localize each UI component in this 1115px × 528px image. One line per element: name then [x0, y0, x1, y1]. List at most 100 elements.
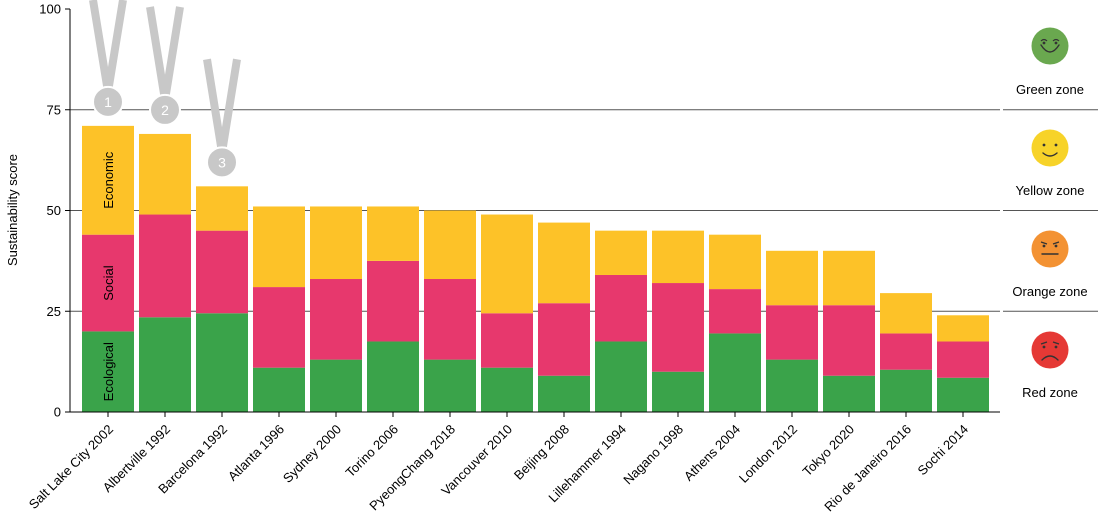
y-tick-label: 25	[47, 304, 61, 319]
zone-sad: Red zone	[1022, 331, 1078, 400]
y-tick-label: 50	[47, 203, 61, 218]
bar-ecological-7	[481, 367, 533, 412]
face-eye	[1054, 345, 1058, 349]
x-tick-label: London 2012	[736, 422, 800, 486]
bar-ecological-8	[538, 375, 590, 412]
face-eye	[1054, 41, 1058, 45]
bar-social-8	[538, 303, 590, 376]
zone-smile: Yellow zone	[1016, 129, 1085, 198]
bars-group: Ecological Social Economic	[82, 125, 989, 412]
bar-ecological-14	[880, 369, 932, 412]
bar-ecological-4	[310, 359, 362, 412]
bar-ecological-3	[253, 367, 305, 412]
x-tick-label: Tokyo 2020	[799, 422, 857, 480]
face-brow	[1040, 241, 1060, 245]
bar-social-12	[766, 305, 818, 360]
zone-label: Red zone	[1022, 385, 1078, 400]
bar-social-1	[139, 214, 191, 318]
bar-social-0	[82, 234, 134, 332]
bar-economic-1	[139, 133, 191, 215]
medal-rank: 1	[104, 94, 112, 110]
y-tick-label: 0	[54, 405, 61, 420]
bar-ecological-5	[367, 341, 419, 412]
y-tick-label: 100	[39, 2, 61, 17]
medal-rank: 2	[161, 102, 169, 118]
y-axis-label: Sustainability score	[5, 154, 20, 266]
bar-economic-10	[652, 230, 704, 284]
face-brow	[1040, 38, 1048, 42]
bar-economic-3	[253, 206, 305, 288]
bar-ecological-2	[196, 313, 248, 412]
x-tick-label: Athens 2004	[681, 422, 743, 484]
bar-social-10	[652, 283, 704, 372]
bar-social-11	[709, 289, 761, 334]
face-eye	[1042, 244, 1046, 248]
bar-economic-9	[595, 230, 647, 275]
smile-face-icon	[1031, 129, 1069, 167]
face-eye	[1042, 41, 1046, 45]
face-eye	[1054, 143, 1058, 147]
zone-neutral: Orange zone	[1012, 230, 1088, 299]
happy-face-icon	[1031, 27, 1069, 65]
zone-legend: Green zone Yellow zone Orange zone Red zone	[1003, 27, 1098, 400]
series-label-social: Social	[101, 265, 116, 301]
bar-social-3	[253, 287, 305, 368]
zone-happy: Green zone	[1016, 27, 1084, 97]
bar-economic-0	[82, 125, 134, 235]
bar-ecological-13	[823, 375, 875, 412]
bar-social-4	[310, 279, 362, 360]
zone-label: Orange zone	[1012, 284, 1087, 299]
medal-ribbon	[203, 58, 241, 157]
bar-economic-12	[766, 250, 818, 306]
bar-ecological-10	[652, 371, 704, 412]
medal-1: 1	[89, 0, 127, 118]
medal-ribbon	[146, 6, 184, 104]
face-brow	[1052, 38, 1060, 42]
face-eye	[1054, 244, 1058, 248]
face-brow	[1040, 341, 1060, 345]
sad-face-icon	[1031, 331, 1069, 369]
bar-social-7	[481, 313, 533, 368]
medal-3: 3	[203, 58, 241, 179]
face-eye	[1042, 345, 1046, 349]
bar-economic-4	[310, 206, 362, 280]
bar-ecological-1	[139, 317, 191, 412]
bar-social-9	[595, 274, 647, 342]
x-tick-label: Atlanta 1996	[225, 422, 287, 484]
bar-social-2	[196, 230, 248, 314]
medal-ribbon	[89, 0, 127, 96]
bar-ecological-0	[82, 331, 134, 412]
medals-group: 1 2 3	[89, 0, 241, 179]
series-label-economic: Economic	[101, 151, 116, 209]
bar-social-6	[424, 279, 476, 360]
x-tick-label: Nagano 1998	[620, 422, 686, 488]
neutral-face-icon	[1031, 230, 1069, 268]
bar-economic-2	[196, 186, 248, 231]
series-label-ecological: Ecological	[101, 342, 116, 401]
medal-disc	[92, 85, 124, 118]
face-eye	[1042, 143, 1046, 147]
medal-2: 2	[146, 6, 184, 126]
medal-disc	[206, 146, 238, 179]
bar-economic-13	[823, 250, 875, 306]
bar-economic-7	[481, 214, 533, 314]
bar-ecological-6	[424, 359, 476, 412]
x-tick-label: Beijing 2008	[511, 422, 572, 483]
zone-label: Yellow zone	[1016, 183, 1085, 198]
bar-economic-11	[709, 234, 761, 290]
bar-ecological-11	[709, 333, 761, 412]
x-tick-label: Sydney 2000	[280, 422, 344, 486]
medal-disc	[149, 93, 181, 126]
bar-social-5	[367, 260, 419, 342]
medal-rank: 3	[218, 154, 226, 170]
y-tick-label: 75	[47, 102, 61, 117]
bar-social-13	[823, 305, 875, 376]
x-tick-label: Salt Lake City 2002	[26, 422, 116, 512]
bar-economic-6	[424, 210, 476, 280]
face-mouth	[1042, 152, 1058, 157]
x-tick-label: Torino 2006	[342, 422, 401, 481]
zone-label: Green zone	[1016, 82, 1084, 97]
bar-economic-14	[880, 293, 932, 334]
face-mouth	[1041, 355, 1059, 361]
